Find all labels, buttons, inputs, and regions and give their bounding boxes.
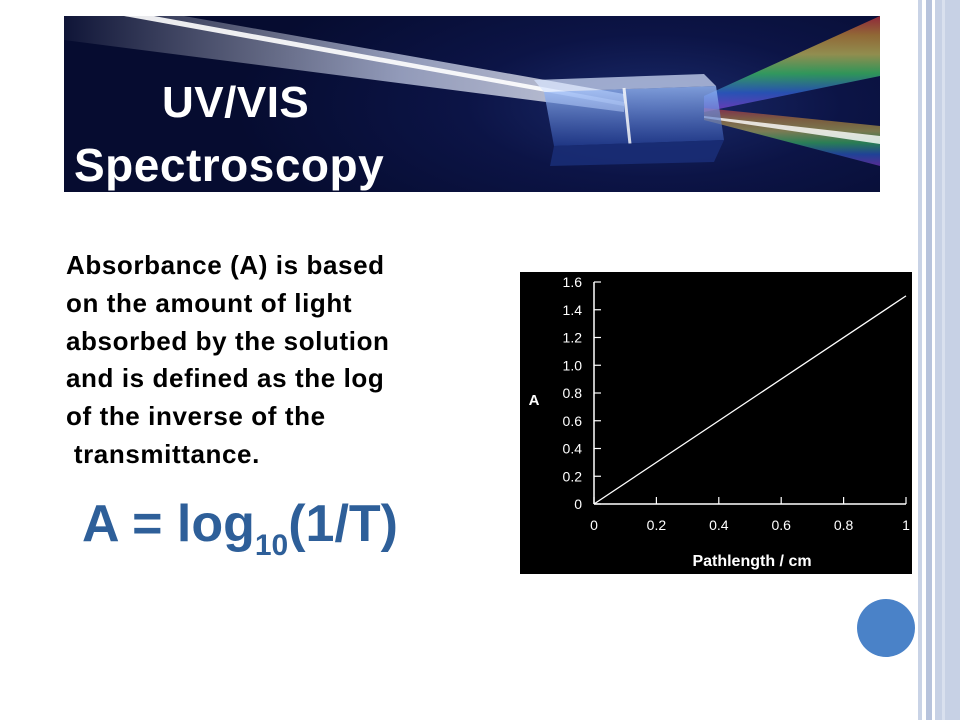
x-tick-label: 0.8 (834, 517, 854, 533)
equation-subscript: 10 (254, 529, 289, 562)
y-tick-label: 1.2 (563, 330, 583, 346)
banner-title-line2: Spectroscopy (74, 139, 385, 191)
decorative-circle (857, 599, 915, 657)
decorative-stripe (935, 0, 960, 720)
x-tick-label: 0.6 (771, 517, 791, 533)
x-tick-label: 1 (902, 517, 910, 533)
description-line: and is defined as the log (66, 363, 385, 394)
absorbance-chart: 0 0.2 0.4 0.6 0.8 1.0 1.2 1.4 1.6 0 0.2 0.4 0.6 0.8 1 P… (520, 272, 912, 574)
y-tick-label: 0.4 (563, 441, 583, 457)
description-line: absorbed by the solution (66, 325, 390, 356)
description-line: Absorbance (A) is based (66, 250, 385, 280)
y-tick-label: 1.6 (563, 274, 583, 290)
prism-light-image (64, 16, 880, 166)
data-line (593, 295, 907, 505)
x-tick-label: 0.2 (647, 517, 667, 533)
equation-rhs: (1/T) (288, 495, 398, 553)
banner-title-line1: UV/VIS (162, 78, 310, 127)
description-line: on the amount of light (66, 287, 353, 318)
description-line: of the inverse of the (66, 401, 326, 432)
x-tick-label: 0 (590, 517, 598, 533)
equation-lhs: A = log (82, 495, 255, 553)
y-tick-label: 1.4 (563, 302, 583, 318)
decorative-stripe (926, 0, 932, 720)
decorative-stripe (918, 0, 922, 720)
x-tick-label: 0.4 (709, 517, 729, 533)
absorbance-equation: A = log10(1/T) (82, 494, 398, 563)
decorative-stripe (942, 0, 945, 720)
y-tick-label: 0 (574, 496, 582, 512)
x-axis-label: Pathlength / cm (692, 553, 811, 570)
description-text: Absorbance (A) is based on the amount of… (66, 247, 506, 474)
y-axis-label: A (529, 392, 540, 409)
title-banner: UV/VIS Spectroscopy (64, 16, 880, 192)
y-tick-label: 0.8 (563, 385, 583, 401)
y-tick-label: 0.2 (563, 468, 583, 484)
description-line: transmittance. (66, 438, 260, 469)
y-tick-label: 1.0 (563, 357, 583, 373)
y-tick-label: 0.6 (563, 413, 583, 429)
